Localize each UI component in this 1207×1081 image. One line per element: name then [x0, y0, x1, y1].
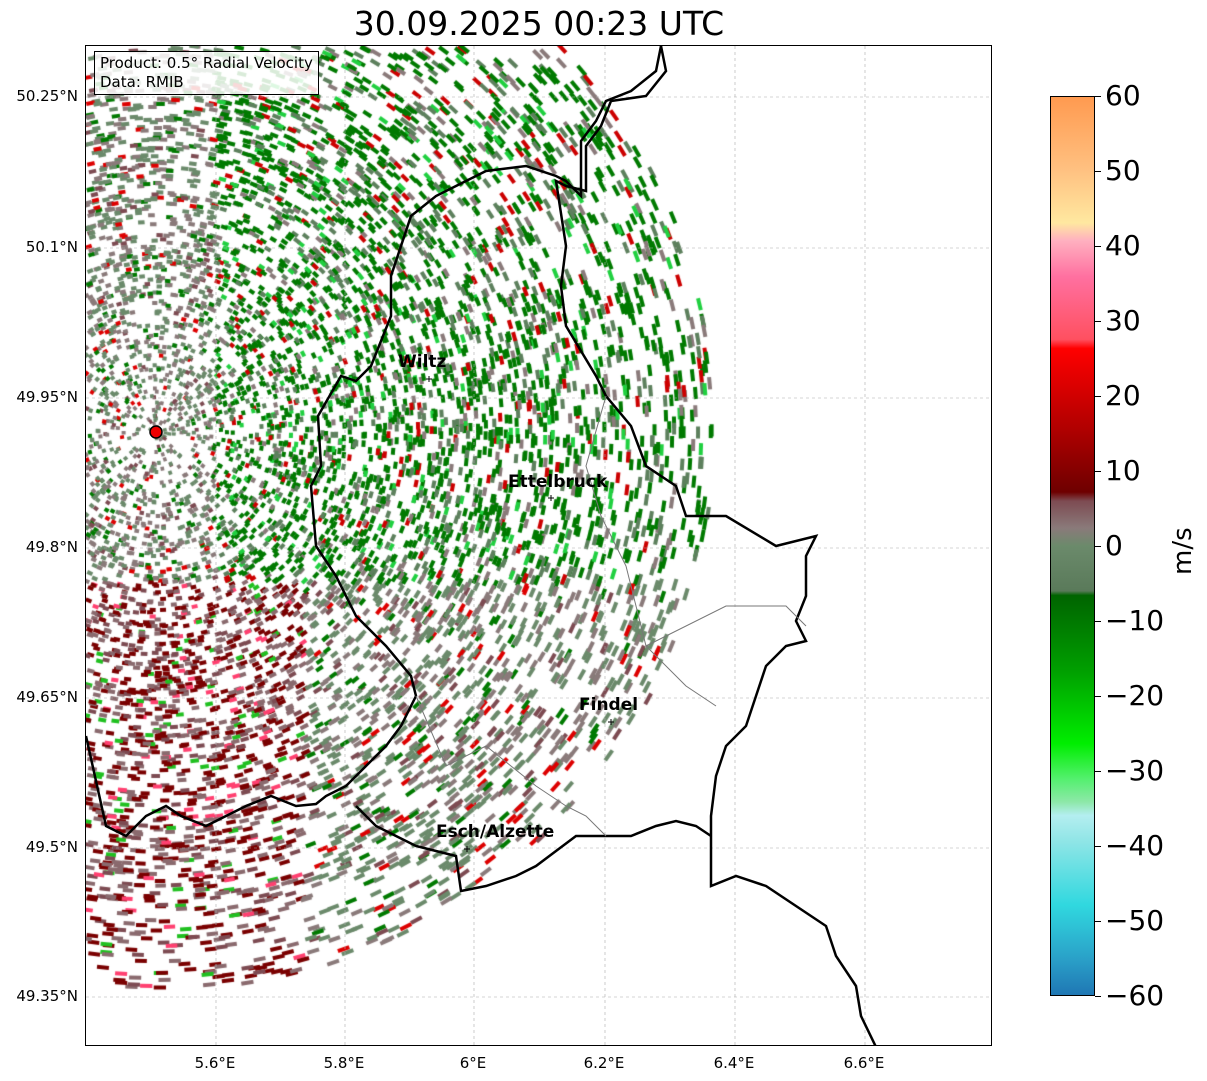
- colorbar-tick-label: −10: [1105, 604, 1165, 637]
- city-label-findel: Findel: [579, 695, 639, 715]
- colorbar-tick-mark: [1095, 996, 1101, 997]
- colorbar-tick-mark: [1095, 921, 1101, 922]
- colorbar-tick-label: −20: [1105, 679, 1165, 712]
- info-box: Product: 0.5° Radial Velocity Data: RMIB: [94, 51, 319, 95]
- colorbar-tick-label: 0: [1105, 529, 1123, 562]
- lon-tick: 6.6°E: [843, 1054, 885, 1072]
- map-overlay: [86, 46, 991, 1045]
- colorbar-tick-label: 60: [1105, 79, 1141, 112]
- product-text: Product: 0.5° Radial Velocity: [100, 54, 313, 72]
- lon-tick: 6°E: [459, 1054, 487, 1072]
- radar-site-marker: [149, 425, 163, 439]
- colorbar-tick-label: 10: [1105, 454, 1141, 487]
- lon-tick: 6.2°E: [583, 1054, 625, 1072]
- radar-map: Wiltz Ettelbruck Findel Esch/Alzette: [85, 45, 992, 1046]
- colorbar-tick-label: 30: [1105, 304, 1141, 337]
- colorbar-tick-mark: [1095, 171, 1101, 172]
- colorbar-tick-mark: [1095, 846, 1101, 847]
- lat-tick: 49.8°N: [25, 538, 78, 556]
- colorbar-tick-mark: [1095, 246, 1101, 247]
- city-label-wiltz: Wiltz: [398, 352, 447, 372]
- colorbar-tick-mark: [1095, 96, 1101, 97]
- colorbar-tick-label: −60: [1105, 979, 1165, 1012]
- lat-tick: 49.65°N: [16, 688, 78, 706]
- colorbar-tick-mark: [1095, 471, 1101, 472]
- colorbar-tick-mark: [1095, 396, 1101, 397]
- colorbar-tick-label: 20: [1105, 379, 1141, 412]
- lon-tick: 5.8°E: [323, 1054, 365, 1072]
- lat-tick: 49.5°N: [25, 838, 78, 856]
- country-border: [554, 46, 877, 1045]
- colorbar-tick-mark: [1095, 321, 1101, 322]
- city-markers: [426, 376, 614, 852]
- data-source-text: Data: RMIB: [100, 73, 184, 91]
- colorbar: [1050, 96, 1095, 996]
- lat-tick: 49.35°N: [16, 987, 78, 1005]
- lat-tick: 50.1°N: [25, 238, 78, 256]
- city-label-ettelbruck: Ettelbruck: [508, 472, 608, 492]
- colorbar-tick-label: −50: [1105, 904, 1165, 937]
- colorbar-tick-label: −40: [1105, 829, 1165, 862]
- gridlines: [86, 46, 991, 1045]
- district-borders: [415, 395, 807, 837]
- lat-tick: 49.95°N: [16, 388, 78, 406]
- colorbar-tick-mark: [1095, 621, 1101, 622]
- colorbar-tick-label: 50: [1105, 154, 1141, 187]
- lat-tick: 50.25°N: [16, 87, 78, 105]
- colorbar-tick-mark: [1095, 546, 1101, 547]
- radar-echo-layer: [86, 46, 991, 1045]
- country-border: [86, 46, 663, 838]
- map-title: 30.09.2025 00:23 UTC: [353, 4, 725, 43]
- country-border: [355, 805, 712, 893]
- city-label-esch-alzette: Esch/Alzette: [436, 822, 555, 842]
- colorbar-label: m/s: [1168, 527, 1198, 575]
- lon-tick: 5.6°E: [194, 1054, 236, 1072]
- lon-tick: 6.4°E: [713, 1054, 755, 1072]
- colorbar-tick-label: 40: [1105, 229, 1141, 262]
- colorbar-tick-mark: [1095, 696, 1101, 697]
- colorbar-tick-label: −30: [1105, 754, 1165, 787]
- colorbar-tick-mark: [1095, 771, 1101, 772]
